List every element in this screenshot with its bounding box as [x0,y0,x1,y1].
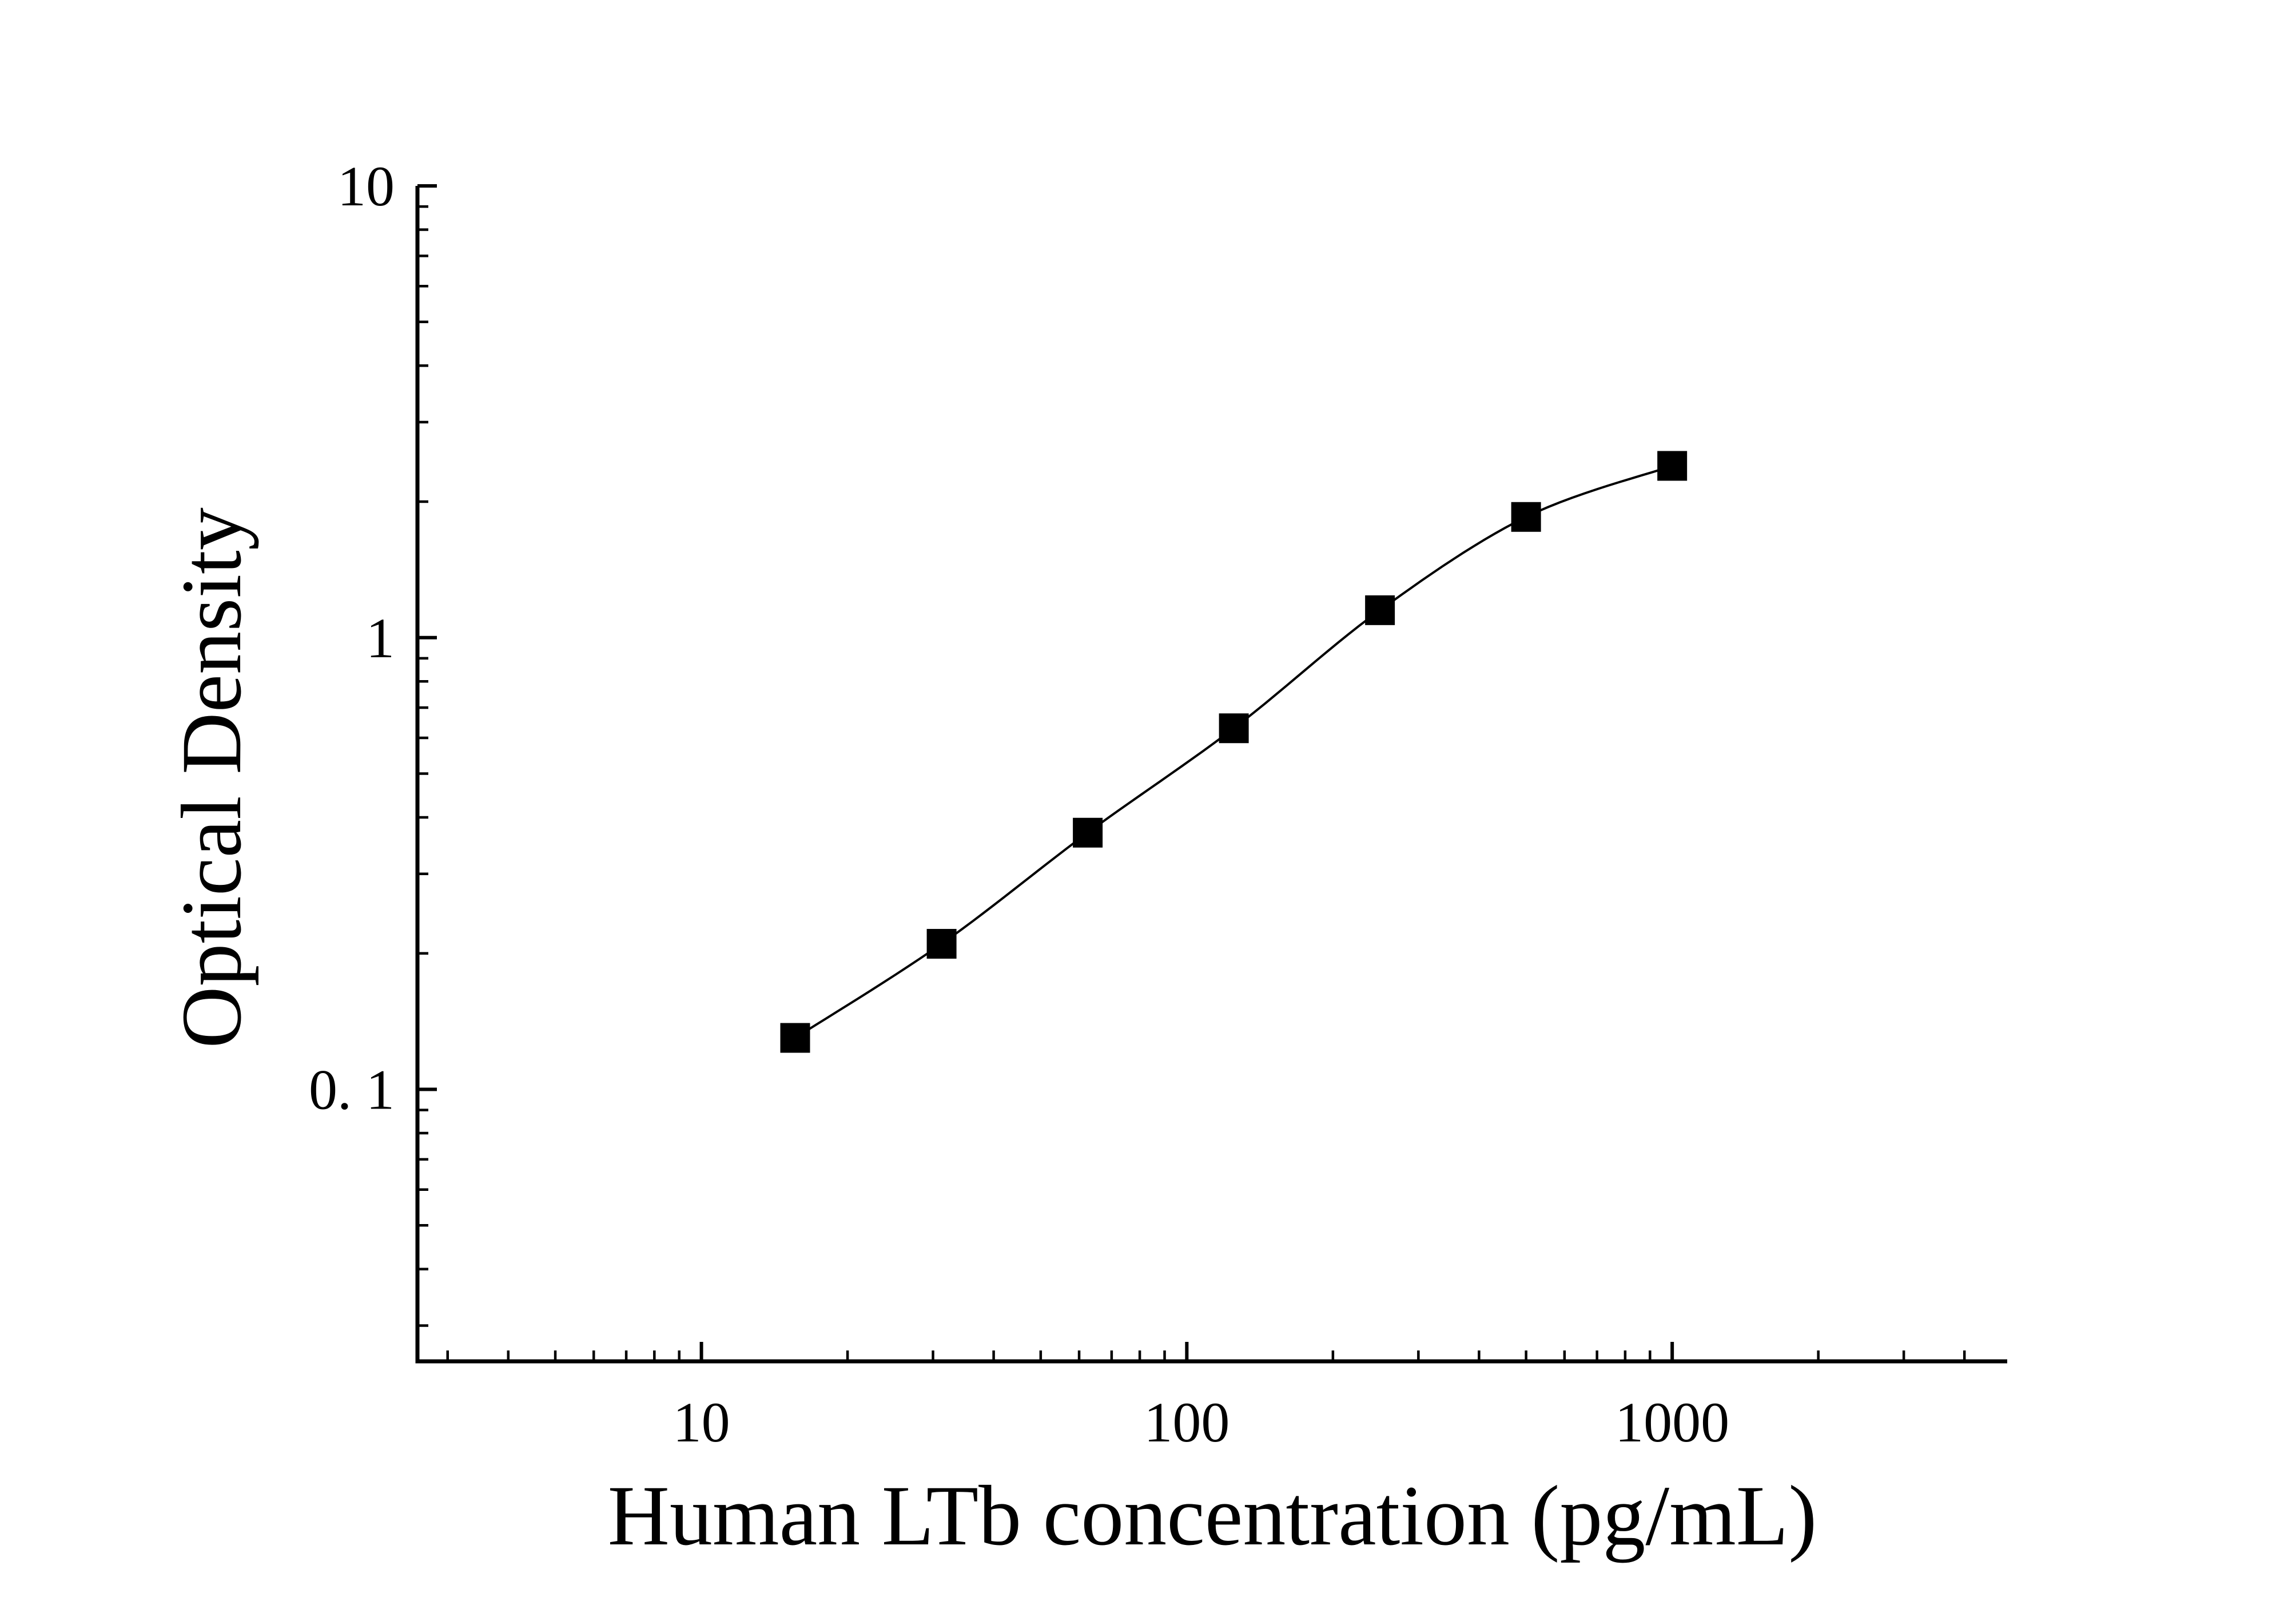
y-tick-label: 0. 1 [309,1058,395,1122]
data-point-marker [1219,713,1249,744]
data-point-marker [1073,817,1103,848]
data-point-marker [780,1023,810,1053]
y-tick-label: 1 [366,606,395,670]
y-axis-title: Optical Density [164,507,259,1048]
plot-generated-content: 10 100 1000 0. 1 1 10 [309,154,2007,1454]
data-point-marker [1657,451,1688,481]
x-axis-title: Human LTb concentration (pg/mL) [608,1468,1817,1563]
x-tick-label: 1000 [1615,1391,1729,1454]
y-tick-label: 10 [337,154,395,218]
x-tick-label: 10 [673,1391,730,1454]
data-point-marker [926,929,957,959]
fit-curve [794,464,1673,1039]
data-point-marker [1511,502,1541,532]
x-tick-label: 100 [1144,1391,1229,1454]
data-point-marker [1365,595,1395,625]
